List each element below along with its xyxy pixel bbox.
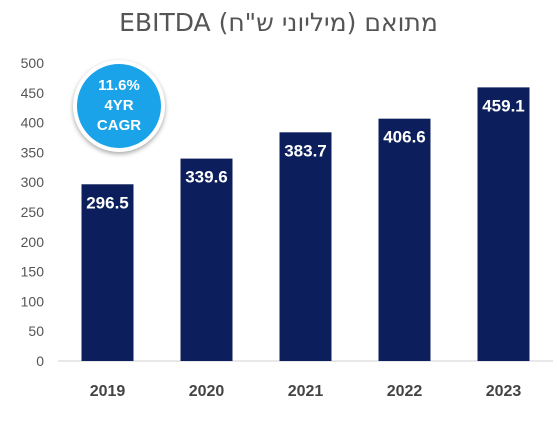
y-tick-label: 250 <box>21 204 45 220</box>
cagr-label: CAGR <box>96 117 142 134</box>
bar <box>477 87 530 361</box>
bar-value-label: 339.6 <box>185 168 228 187</box>
bar-value-label: 383.7 <box>284 141 327 160</box>
y-tick-label: 100 <box>21 293 45 309</box>
bar <box>180 158 233 361</box>
x-category-label: 2023 <box>486 383 522 400</box>
y-tick-label: 0 <box>36 353 44 369</box>
cagr-period: 4YR <box>104 97 134 114</box>
y-tick-label: 400 <box>21 115 45 131</box>
y-tick-label: 450 <box>21 85 45 101</box>
y-tick-label: 150 <box>21 264 45 280</box>
x-category-label: 2020 <box>189 383 225 400</box>
chart-title: EBITDA מתואם (מיליוני ש"ח) <box>119 8 438 37</box>
cagr-value: 11.6% <box>98 77 140 94</box>
bar <box>81 184 134 361</box>
bar-value-label: 406.6 <box>383 128 426 147</box>
bar-value-label: 296.5 <box>86 193 129 212</box>
cagr-badge: 11.6% 4YR CAGR <box>73 60 165 152</box>
y-tick-label: 300 <box>21 174 45 190</box>
y-tick-label: 200 <box>21 234 45 250</box>
bar <box>279 132 332 361</box>
x-category-label: 2021 <box>288 383 324 400</box>
y-tick-label: 50 <box>28 323 44 339</box>
y-tick-label: 500 <box>21 55 45 71</box>
y-tick-label: 350 <box>21 144 45 160</box>
x-category-label: 2022 <box>387 383 423 400</box>
bar <box>378 118 431 361</box>
x-category-label: 2019 <box>90 383 126 400</box>
bar-value-label: 459.1 <box>482 96 525 115</box>
